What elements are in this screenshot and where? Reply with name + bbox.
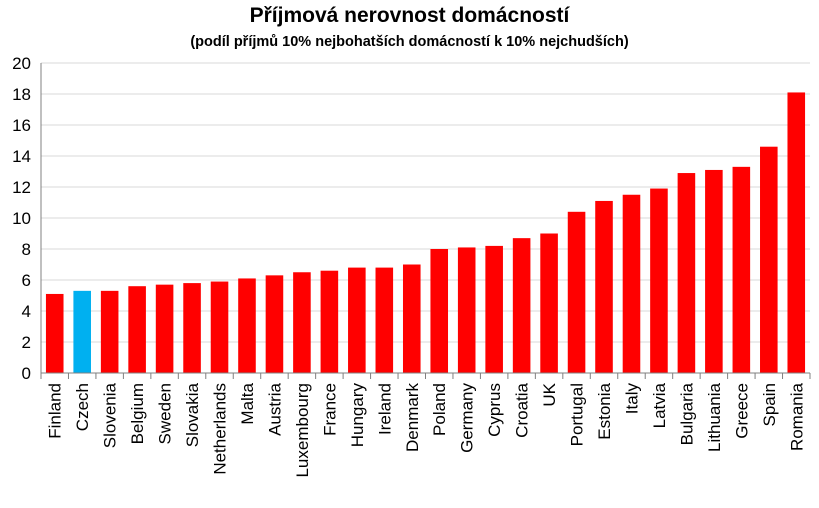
x-tick-label: France xyxy=(320,383,339,436)
bar-estonia xyxy=(595,200,613,373)
x-tick-label: Sweden xyxy=(156,383,175,444)
y-tick-label: 18 xyxy=(12,85,31,104)
x-tick-label: Netherlands xyxy=(211,383,230,475)
y-tick-label: 16 xyxy=(12,116,31,135)
chart-subtitle: (podíl příjmů 10% nejbohatších domácnost… xyxy=(190,34,629,50)
x-tick-label: UK xyxy=(540,382,559,406)
y-tick-label: 6 xyxy=(22,271,31,290)
x-tick-label: Italy xyxy=(622,383,641,415)
bar-france xyxy=(320,270,339,373)
bar-latvia xyxy=(650,188,668,373)
y-tick-label: 2 xyxy=(22,333,31,352)
x-tick-label: Finland xyxy=(46,383,65,439)
bar-poland xyxy=(430,249,449,373)
bar-uk xyxy=(540,233,558,373)
chart-title: Příjmová nerovnost domácností xyxy=(249,4,570,27)
x-tick-label: Slovakia xyxy=(183,382,202,447)
x-tick-label: Portugal xyxy=(568,383,587,446)
x-tick-label: Czech xyxy=(73,383,92,431)
bar-greece xyxy=(732,166,751,373)
y-tick-label: 14 xyxy=(12,147,31,166)
bar-sweden xyxy=(155,284,174,373)
bar-belgium xyxy=(128,286,146,373)
bar-romania xyxy=(787,92,806,373)
x-tick-label: Austria xyxy=(265,382,284,435)
bar-netherlands xyxy=(210,281,229,373)
y-tick-label: 8 xyxy=(22,240,31,259)
bar-denmark xyxy=(402,264,421,373)
bar-cyprus xyxy=(485,245,503,373)
bar-austria xyxy=(265,275,284,373)
bar-bulgaria xyxy=(677,173,696,373)
x-tick-label: Romania xyxy=(787,382,806,451)
x-tick-label: Greece xyxy=(732,383,751,439)
x-tick-label: Estonia xyxy=(595,382,614,439)
bar-germany xyxy=(457,247,476,373)
x-tick-label: Croatia xyxy=(513,382,532,437)
bar-hungary xyxy=(348,267,366,373)
bar-malta xyxy=(238,278,256,373)
x-tick-label: Luxembourg xyxy=(293,383,312,478)
x-tick-label: Denmark xyxy=(403,383,422,452)
bar-slovenia xyxy=(100,290,119,373)
bar-croatia xyxy=(512,238,531,373)
bar-czech xyxy=(73,290,91,373)
x-tick-label: Belgium xyxy=(128,383,147,444)
x-tick-label: Lithuania xyxy=(705,382,724,452)
x-tick-label: Bulgaria xyxy=(677,382,696,445)
y-tick-label: 10 xyxy=(12,209,31,228)
bar-lithuania xyxy=(705,169,723,373)
x-tick-label: Ireland xyxy=(375,383,394,435)
y-tick-label: 12 xyxy=(12,178,31,197)
bar-spain xyxy=(760,146,778,373)
x-tick-label: Malta xyxy=(238,382,257,424)
x-tick-label: Spain xyxy=(760,383,779,426)
y-tick-label: 4 xyxy=(22,302,31,321)
x-tick-label: Hungary xyxy=(348,383,367,448)
x-tick-label: Slovenia xyxy=(101,382,120,448)
bar-portugal xyxy=(567,211,586,373)
x-tick-label: Germany xyxy=(458,383,477,453)
bar-italy xyxy=(622,194,641,373)
bar-ireland xyxy=(375,267,394,373)
bar-finland xyxy=(45,293,64,373)
x-tick-label: Latvia xyxy=(650,382,669,428)
y-tick-label: 20 xyxy=(12,54,31,73)
x-tick-label: Cyprus xyxy=(485,383,504,437)
y-tick-label: 0 xyxy=(22,364,31,383)
bar-slovakia xyxy=(183,283,201,373)
bar-luxembourg xyxy=(293,272,311,373)
x-tick-label: Poland xyxy=(430,383,449,436)
